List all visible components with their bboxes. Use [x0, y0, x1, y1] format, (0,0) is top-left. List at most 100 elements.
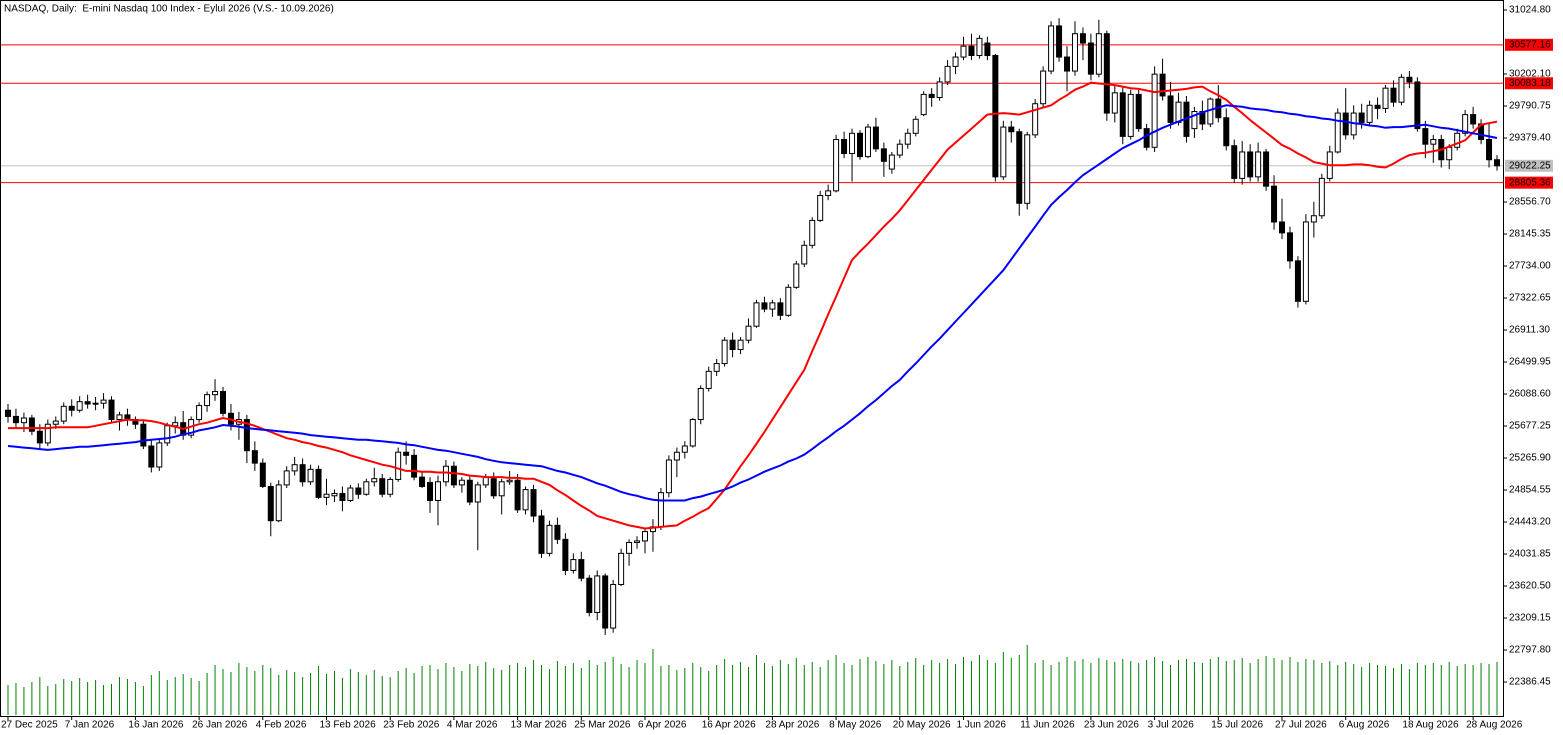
candle-body	[1286, 232, 1293, 262]
x-tick-label: 16 Apr 2026	[702, 720, 756, 731]
x-tick-label: 11 Jun 2026	[1020, 720, 1075, 731]
candle-body	[562, 538, 569, 571]
candle-body	[1223, 117, 1230, 147]
candle-body	[490, 478, 497, 497]
candle-body	[761, 302, 768, 310]
candle-body	[642, 531, 649, 542]
candle-body	[610, 583, 617, 629]
candle-body	[275, 484, 282, 522]
candle-body	[44, 423, 51, 444]
candle-body	[992, 54, 999, 178]
candle-body	[1494, 159, 1500, 167]
candle-body	[673, 451, 680, 461]
candle-body	[291, 464, 298, 472]
candle-body	[554, 524, 561, 540]
main-layer	[5, 18, 1500, 715]
candle-body	[753, 302, 760, 327]
candle-body	[697, 387, 704, 421]
candle-body	[602, 575, 609, 629]
candle-body	[1143, 128, 1150, 148]
y-tick-label: 26911.30	[1509, 325, 1550, 336]
chart-title: NASDAQ, Daily: E-mini Nasdaq 100 Index -…	[4, 4, 334, 15]
candle-body	[689, 419, 696, 447]
x-tick-label: 27 Jul 2026	[1275, 720, 1327, 731]
candle-body	[299, 464, 306, 483]
candle-body	[1000, 126, 1007, 178]
candle-body	[817, 195, 824, 221]
candle-body	[522, 489, 529, 511]
candle-body	[514, 479, 521, 511]
x-tick-label: 3 Jul 2026	[1148, 720, 1195, 731]
x-tick-label: 13 Mar 2026	[511, 720, 568, 731]
x-tick-label: 20 May 2026	[893, 720, 951, 731]
y-tick-label: 23620.50	[1509, 581, 1551, 592]
candle-body	[1486, 139, 1493, 161]
candle-body	[355, 487, 362, 495]
candle-body	[546, 524, 553, 554]
y-tick-label: 27322.65	[1509, 293, 1551, 304]
candle-body	[1048, 25, 1055, 72]
candle-body	[952, 56, 959, 67]
candle-body	[976, 37, 983, 56]
candle-body	[371, 478, 378, 483]
candle-body	[52, 420, 59, 425]
candle-body	[809, 219, 816, 246]
candle-body	[729, 339, 736, 351]
candle-body	[1231, 145, 1238, 179]
y-tick-label: 23209.15	[1509, 613, 1551, 624]
candle-body	[880, 148, 887, 162]
candle-body	[156, 442, 163, 468]
level-label-box	[1505, 176, 1553, 189]
candle-body	[164, 425, 171, 444]
candle-body	[538, 515, 545, 554]
candle-body	[212, 391, 219, 396]
candle-body	[618, 552, 625, 585]
y-tick-label: 30202.10	[1509, 69, 1551, 80]
candle-body	[1151, 73, 1158, 148]
x-tick-label: 6 Apr 2026	[638, 720, 687, 731]
candle-body	[1334, 112, 1341, 153]
candle-body	[849, 132, 856, 155]
candle-body	[1079, 33, 1086, 44]
candle-body	[339, 492, 346, 501]
x-tick-label: 28 Apr 2026	[765, 720, 819, 731]
candle-body	[1398, 76, 1405, 103]
candle-body	[713, 363, 720, 372]
candle-body	[411, 454, 418, 478]
candle-body	[984, 42, 991, 56]
candle-body	[928, 93, 935, 99]
x-tick-label: 6 Aug 2026	[1339, 720, 1390, 731]
candle-body	[1064, 56, 1071, 72]
y-tick-label: 24854.55	[1509, 485, 1551, 496]
candle-body	[1342, 112, 1349, 136]
candle-body	[801, 244, 808, 265]
candle-body	[315, 468, 322, 498]
candle-body	[769, 302, 776, 310]
candle-body	[1390, 87, 1397, 103]
candle-body	[825, 190, 832, 197]
candle-body	[204, 394, 211, 407]
candle-body	[1366, 104, 1373, 123]
candle-body	[721, 339, 728, 365]
y-tick-label: 22797.80	[1509, 645, 1551, 656]
candle-body	[1271, 185, 1278, 223]
candle-body	[243, 419, 250, 452]
candle-body	[1446, 146, 1453, 161]
y-tick-label: 25265.90	[1509, 453, 1551, 464]
candle-body	[427, 482, 434, 501]
candle-body	[1414, 81, 1421, 130]
candle-body	[1087, 42, 1094, 75]
level-label-box	[1505, 77, 1553, 90]
candle-body	[833, 139, 840, 192]
candle-body	[1207, 98, 1214, 125]
candle-body	[450, 465, 457, 486]
candle-body	[403, 451, 410, 456]
candle-body	[1103, 33, 1110, 114]
candle-body	[1294, 260, 1301, 302]
candle-body	[419, 476, 426, 487]
candle-body	[1279, 221, 1286, 234]
candle-body	[68, 405, 75, 411]
level-label: 30083.18	[1509, 78, 1551, 89]
candle-body	[1119, 92, 1126, 137]
